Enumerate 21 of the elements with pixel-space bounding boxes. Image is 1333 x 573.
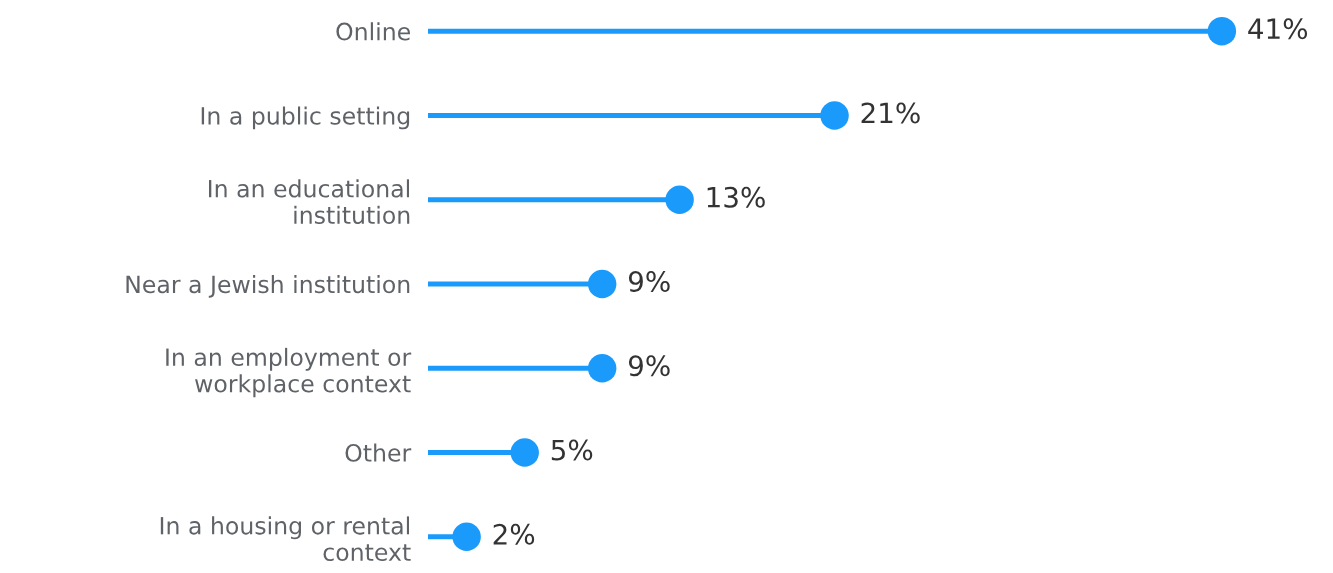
point	[587, 269, 617, 299]
data-label: 9%	[628, 271, 670, 293]
data-label: 2%	[493, 523, 535, 545]
y-tick-label: Other	[345, 443, 412, 462]
y-tick-label: In an educational institution	[208, 179, 410, 225]
point	[1207, 16, 1237, 46]
point	[587, 354, 617, 383]
data-label: 13%	[707, 186, 765, 208]
y-tick-label: Online	[336, 22, 410, 41]
data-label: 41%	[1248, 18, 1308, 40]
y-tick-label: In a housing or rental context	[160, 516, 411, 562]
data-label: 5%	[551, 439, 593, 461]
point	[820, 101, 849, 130]
point	[510, 438, 539, 467]
y-tick-label: Near a Jewish institution	[126, 275, 410, 298]
y-tick-label: In an employment or workplace context	[166, 347, 412, 398]
point	[452, 522, 481, 551]
point	[665, 185, 694, 214]
y-tick-label: In a public setting	[201, 106, 410, 130]
data-label: 21%	[861, 102, 920, 124]
data-label: 9%	[628, 355, 670, 377]
